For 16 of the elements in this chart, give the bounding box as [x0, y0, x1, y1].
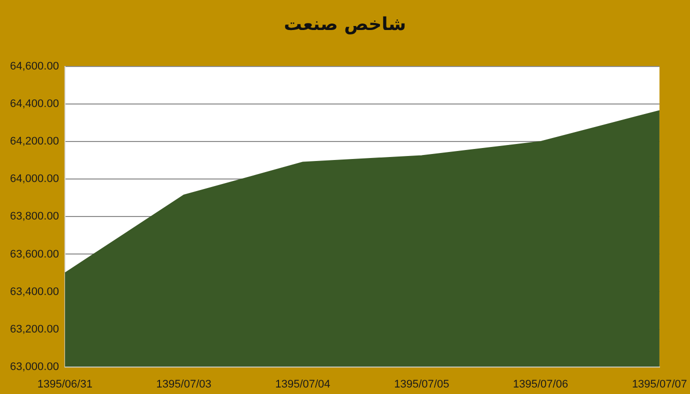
x-tick-label: 1395/07/06: [513, 378, 568, 390]
y-tick-label: 64,200.00: [10, 136, 59, 148]
x-tick-label: 1395/07/07: [632, 378, 688, 390]
y-tick-label: 63,200.00: [10, 323, 59, 336]
y-tick-label: 64,400.00: [10, 98, 59, 110]
x-tick-label: 1395/07/03: [156, 378, 212, 390]
x-tick-label: 1395/06/31: [37, 378, 92, 390]
y-tick-label: 64,000.00: [10, 173, 59, 186]
y-tick-label: 64,600.00: [10, 60, 59, 73]
x-tick-label: 1395/07/04: [275, 378, 330, 390]
y-tick-label: 63,800.00: [10, 210, 59, 223]
chart-title: شاخص صنعت: [282, 14, 408, 35]
y-tick-label: 63,600.00: [10, 248, 59, 260]
y-tick-label: 63,000.00: [10, 360, 59, 373]
x-tick-label: 1395/07/05: [394, 378, 450, 390]
y-tick-label: 63,400.00: [10, 286, 59, 298]
